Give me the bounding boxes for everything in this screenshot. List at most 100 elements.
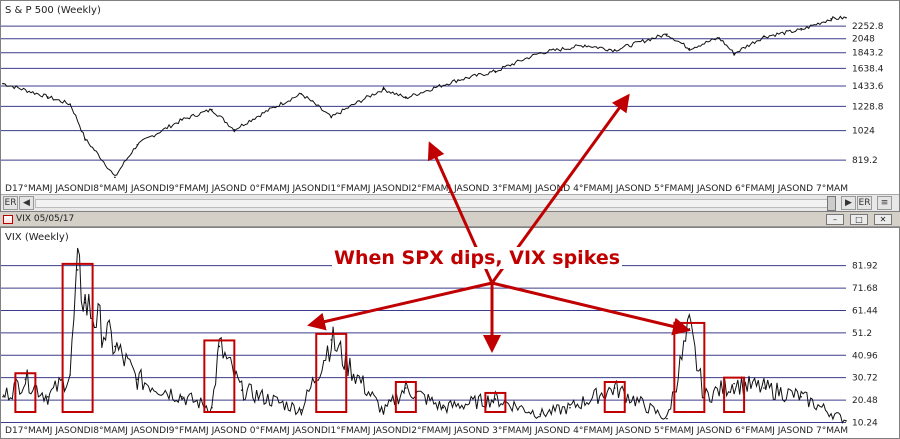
scroll-left-end-button[interactable]: ER xyxy=(3,196,18,210)
vix-data-point xyxy=(240,389,243,391)
vix-chart-title: VIX (Weekly) xyxy=(5,232,69,243)
vix-y-tick-label: 61.44 xyxy=(852,306,878,316)
spx-data-point xyxy=(382,88,385,90)
scroll-left-arrow-icon[interactable]: ◀ xyxy=(19,196,34,210)
spx-data-point xyxy=(584,44,586,47)
spike-highlight-box xyxy=(315,332,348,413)
spike-highlight-box xyxy=(14,372,37,413)
vix-data-point xyxy=(114,345,116,348)
spx-data-point xyxy=(763,35,765,38)
spx-data-point xyxy=(800,29,803,31)
vix-window-title: VIX 05/05/17 xyxy=(16,214,75,224)
vix-y-tick-label: 71.68 xyxy=(852,284,878,294)
spx-data-point xyxy=(494,70,497,73)
vix-data-point xyxy=(2,395,4,398)
spike-highlight-box xyxy=(723,376,746,413)
vix-window-titlebar: VIX 05/05/17 – □ ✕ xyxy=(0,212,900,227)
annotation-text: When SPX dips, VIX spikes xyxy=(332,247,623,269)
spx-series-line xyxy=(2,15,847,177)
vix-data-point xyxy=(494,398,497,400)
vix-data-point xyxy=(24,378,27,381)
scroll-right-label: ER xyxy=(858,198,871,208)
spx-y-tick-label: 1843.2 xyxy=(852,49,884,59)
spx-y-tick-label: 2252.8 xyxy=(852,22,884,32)
vix-data-point xyxy=(211,406,213,409)
spx-data-point xyxy=(181,119,183,121)
vix-data-point xyxy=(136,378,139,381)
spx-chart: 2252.8 2048 1843.2 1638.4 1433.6 1228.8 1024 81… xyxy=(1,15,884,194)
spike-highlight-box xyxy=(484,391,507,413)
vix-y-tick-label: 30.72 xyxy=(852,374,878,384)
vix-data-point xyxy=(76,269,79,271)
vix-data-point xyxy=(84,301,86,304)
spx-data-point xyxy=(845,16,847,19)
spx-data-point xyxy=(539,52,541,54)
scroll-right-end-button[interactable]: ER xyxy=(857,196,872,210)
vix-y-tick-label: 10.24 xyxy=(852,418,878,428)
vix-chart: 81.92 71.68 61.44 51.2 40.96 30.72 20.48 10.24 D… xyxy=(1,247,878,436)
spx-data-point xyxy=(114,176,116,179)
spx-data-point xyxy=(733,52,735,55)
spx-data-point xyxy=(613,49,616,51)
spx-data-point xyxy=(136,143,139,146)
maximize-icon[interactable]: □ xyxy=(850,214,868,225)
vix-data-point xyxy=(733,382,735,385)
vix-data-point xyxy=(569,406,571,409)
spike-highlight-box xyxy=(394,381,417,413)
spx-data-point xyxy=(211,108,213,111)
vix-data-point xyxy=(300,409,303,411)
spx-data-point xyxy=(718,37,720,39)
spx-data-point xyxy=(300,93,303,95)
spx-y-tick-label: 1024 xyxy=(852,127,875,137)
spike-highlight-box xyxy=(61,262,94,413)
vix-data-point xyxy=(800,395,803,398)
vix-y-tick-label: 20.48 xyxy=(852,396,878,406)
spx-data-point xyxy=(688,47,691,50)
chart-app-icon xyxy=(3,215,13,224)
close-icon[interactable]: ✕ xyxy=(874,214,892,225)
spx-y-tick-label: 1433.6 xyxy=(852,82,884,92)
vix-data-point xyxy=(181,395,183,398)
scroll-right-arrow-icon[interactable]: ▶ xyxy=(841,196,856,210)
spx-chart-pane: S & P 500 (Weekly) 2252.8 2048 1843.2 1638.… xyxy=(0,0,900,212)
vix-series-line xyxy=(2,247,847,424)
scroll-track[interactable] xyxy=(35,199,835,208)
spx-data-point xyxy=(830,18,832,20)
vix-data-point xyxy=(666,417,668,420)
spx-y-tick-label: 1638.4 xyxy=(852,64,884,74)
vix-data-point xyxy=(405,387,407,389)
spx-data-point xyxy=(69,103,71,105)
scroll-thumb[interactable] xyxy=(827,196,836,211)
vix-data-point xyxy=(382,411,385,413)
spike-highlight-box xyxy=(203,339,236,413)
minimize-icon[interactable]: – xyxy=(826,214,844,225)
vix-data-point xyxy=(69,374,71,376)
spike-highlight-box xyxy=(603,381,626,413)
spx-data-point xyxy=(233,129,236,131)
spx-scrollbar[interactable]: ER ◀ ▶ ER ≡ xyxy=(1,194,899,211)
scroll-left-label: ER xyxy=(4,198,17,208)
menu-lines-icon[interactable]: ≡ xyxy=(877,196,892,210)
spx-data-point xyxy=(84,138,86,140)
spx-y-tick-label: 819.2 xyxy=(852,156,878,166)
spx-y-tick-label: 2048 xyxy=(852,35,875,45)
vix-date-axis-labels: D17°MAMJ JASONDI8°MAMJ JASONDI9°FMAMJ JA… xyxy=(5,426,848,436)
spx-data-point xyxy=(457,79,459,81)
vix-data-point xyxy=(763,387,765,389)
spx-data-point xyxy=(2,82,4,85)
spx-data-point xyxy=(330,116,333,119)
vix-y-tick-label: 81.92 xyxy=(852,262,878,272)
vix-data-point xyxy=(845,420,847,422)
spx-data-point xyxy=(46,96,49,98)
vix-data-point xyxy=(330,339,333,341)
vix-y-tick-label: 51.2 xyxy=(852,329,872,339)
vix-data-point xyxy=(688,328,691,330)
vix-data-point xyxy=(218,345,221,348)
spx-date-axis-labels: D17°MAMJ JASONDI8°MAMJ JASONDI9°FMAMJ JA… xyxy=(5,184,848,194)
spx-data-point xyxy=(666,33,668,35)
spx-y-tick-label: 1228.8 xyxy=(852,102,884,112)
vix-data-point xyxy=(539,413,541,416)
vix-data-point xyxy=(46,395,49,398)
spx-chart-title: S & P 500 (Weekly) xyxy=(5,5,101,16)
vix-y-tick-label: 40.96 xyxy=(852,351,878,361)
